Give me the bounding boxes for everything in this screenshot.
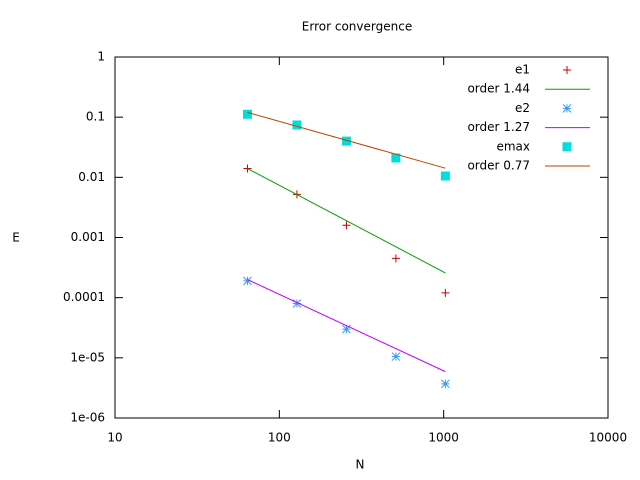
y-tick-label: 0.1 [86,110,105,124]
data-point [292,299,302,308]
y-tick-label: 0.001 [71,230,105,244]
legend-label: order 0.77 [467,159,530,173]
data-point [341,136,351,146]
legend-label: order 1.44 [467,82,530,96]
plot-border [114,56,609,419]
legend-swatch [562,104,572,113]
x-tick-label: 10000 [589,431,627,445]
legend-swatch [562,142,572,152]
y-tick-label: 0.01 [78,170,105,184]
y-tick-label: 1 [97,50,105,64]
data-point [391,254,400,263]
data-point [391,352,401,361]
data-point [342,324,351,334]
chart-title: Error convergence [302,20,412,34]
y-tick-label: 1e-06 [70,411,105,425]
y-tick-label: 1e-05 [70,350,105,364]
legend-label: e1 [515,63,530,77]
y-axis-label: E [12,231,20,245]
legend-label: order 1.27 [467,120,530,134]
legend-swatch [563,66,571,74]
legend-label: e2 [515,101,530,115]
data-point [441,379,450,389]
data-point [441,288,450,297]
x-axis-label: N [356,458,365,472]
data-point [243,276,252,286]
data-point [391,153,401,163]
fit-line [247,279,446,373]
x-tick-label: 10 [107,431,122,445]
data-point [242,109,252,119]
data-point [440,171,450,181]
legend-label: emax [496,139,530,153]
data-point [243,164,252,173]
fit-line [247,168,446,274]
data-point [342,221,351,230]
y-tick-label: 0.0001 [63,290,105,304]
data-point [292,120,302,130]
x-tick-label: 100 [268,431,291,445]
x-tick-label: 1000 [428,431,459,445]
fit-line [247,111,446,169]
